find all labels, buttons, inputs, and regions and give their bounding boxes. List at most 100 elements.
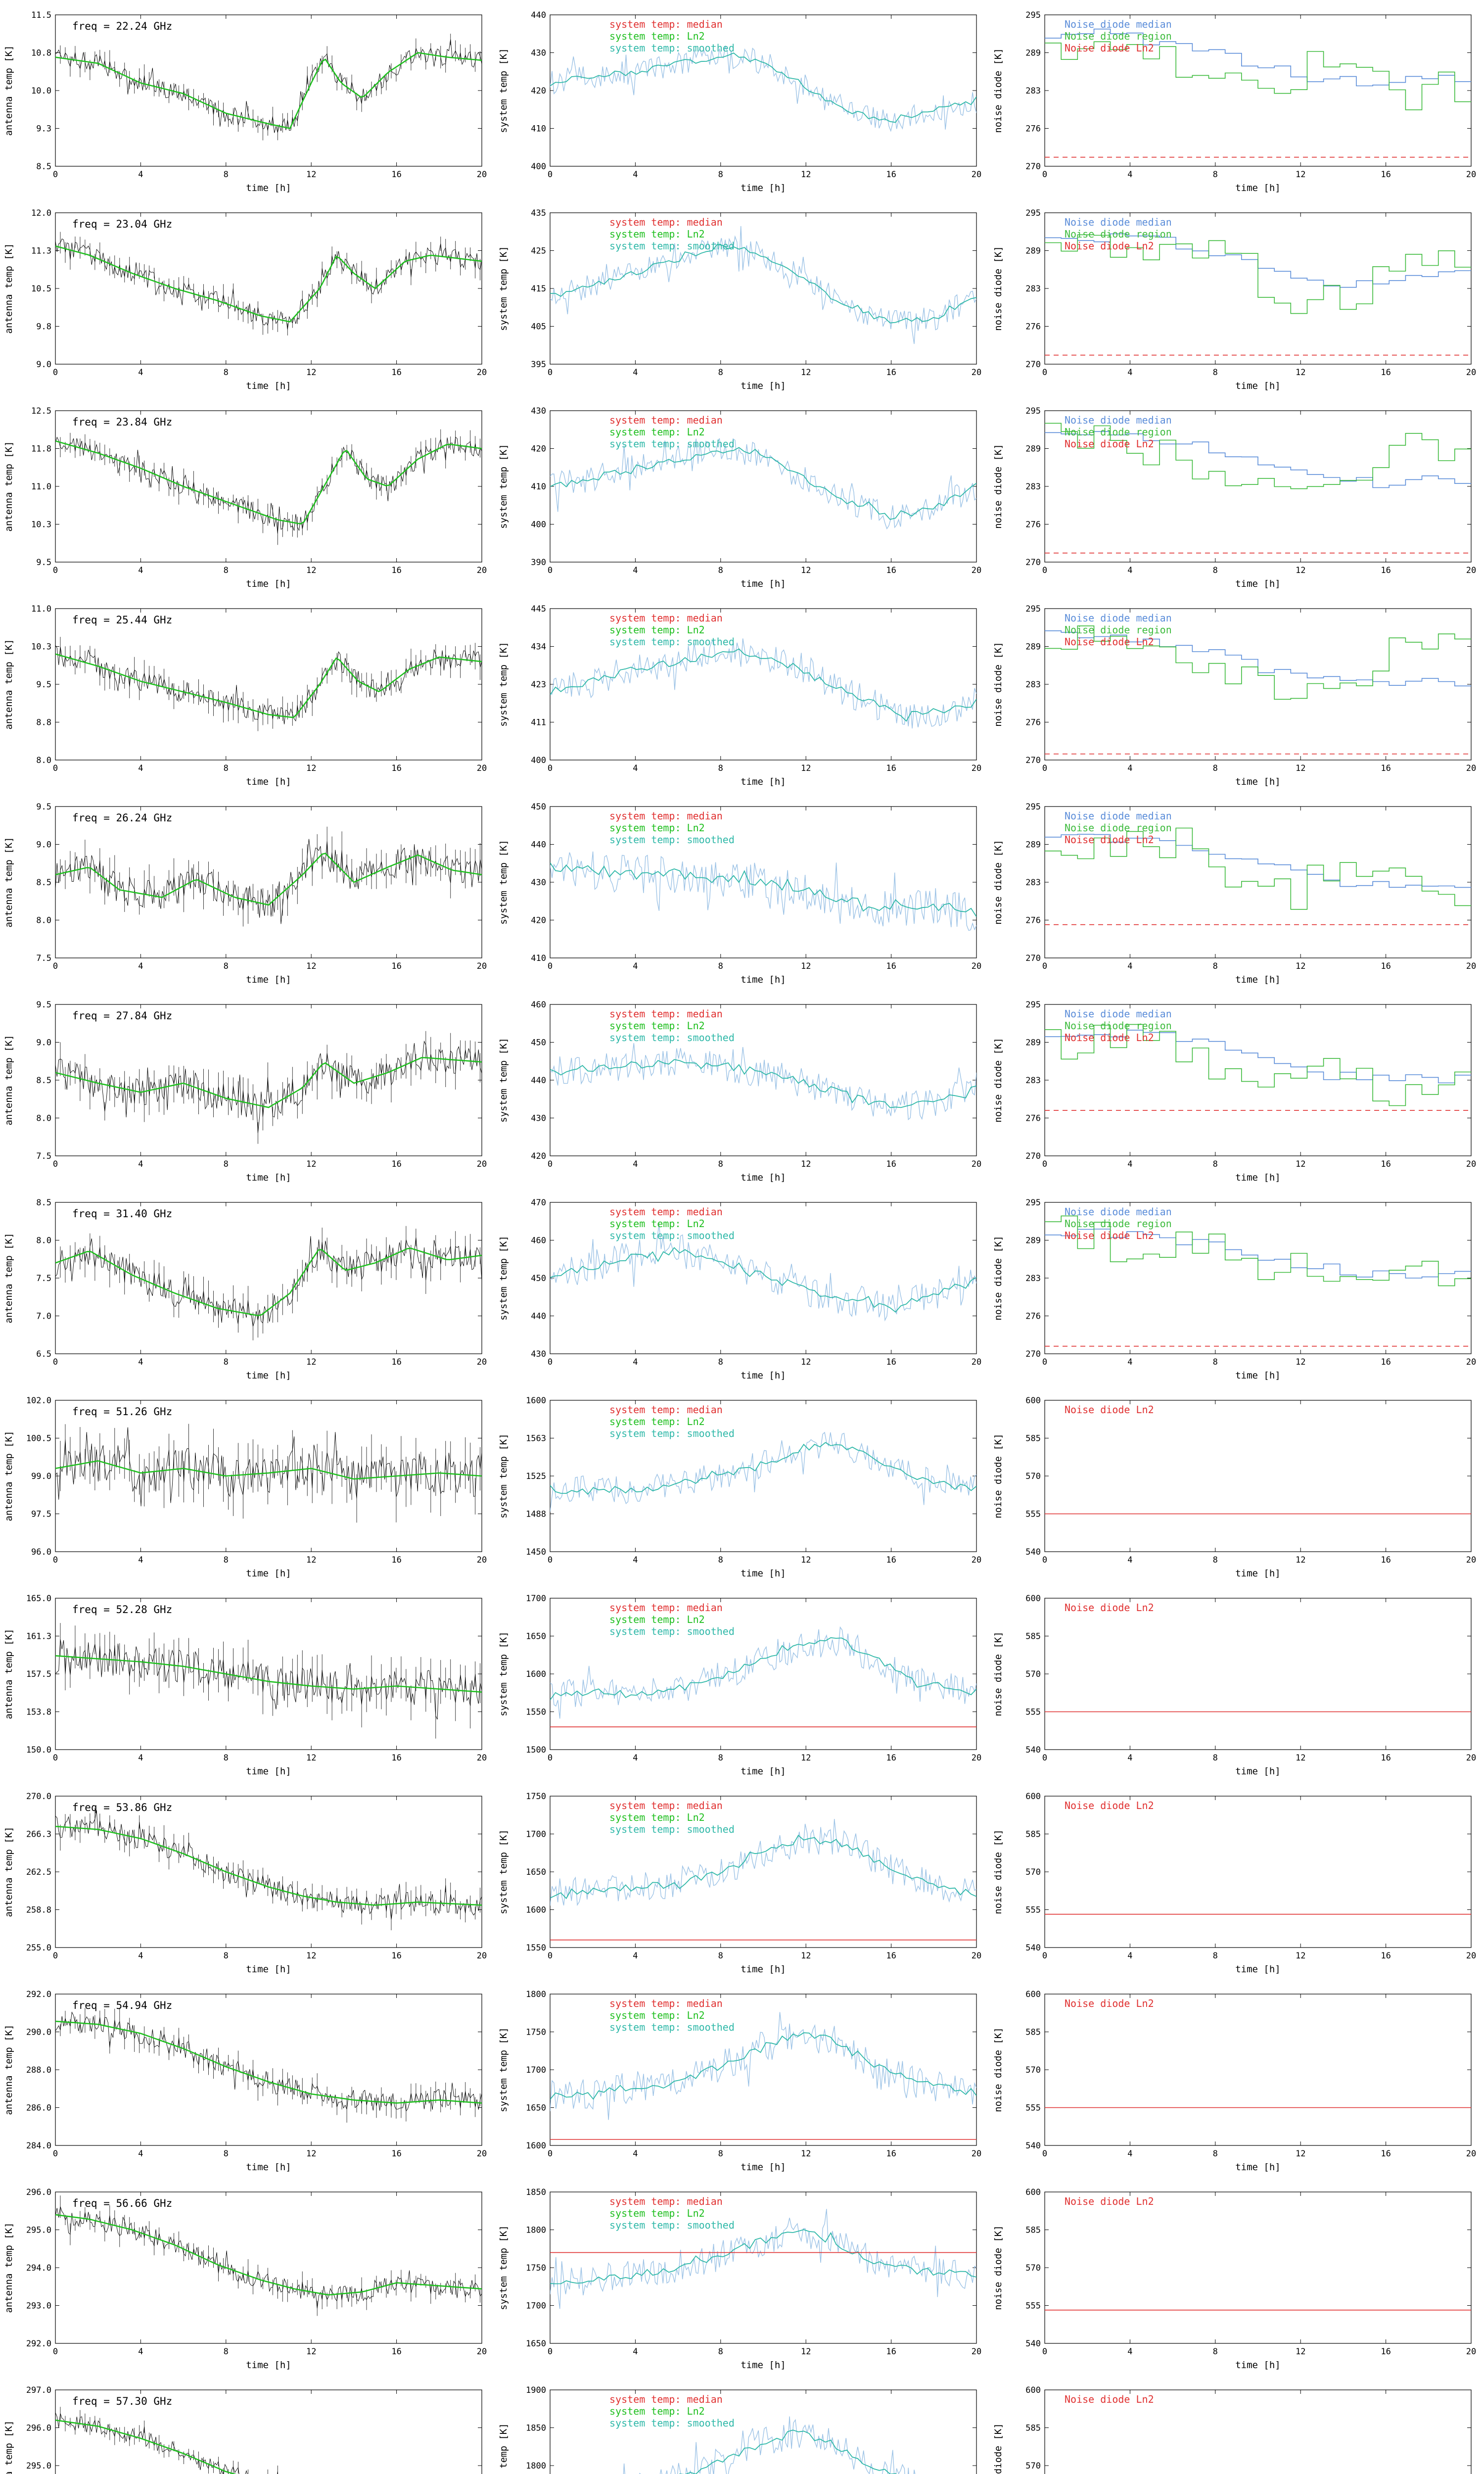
svg-text:1700: 1700 (526, 2301, 546, 2311)
svg-text:570: 570 (1025, 2461, 1041, 2471)
panel-row6-col3: 0 4 8 12 16 20 270 276 283 289 295 time [h] noise di… (989, 990, 1484, 1188)
svg-text:antenna temp [K]: antenna temp [K] (3, 837, 14, 927)
svg-text:system temp: median: system temp: median (609, 216, 723, 228)
svg-text:time [h]: time [h] (741, 578, 786, 589)
svg-text:276: 276 (1025, 718, 1041, 728)
svg-text:8: 8 (1213, 1753, 1218, 1763)
svg-text:Noise diode Ln2: Noise diode Ln2 (1065, 438, 1154, 450)
svg-text:20: 20 (1466, 1357, 1476, 1367)
svg-text:system temp: smoothed: system temp: smoothed (609, 1823, 735, 1835)
svg-text:295: 295 (1025, 802, 1041, 812)
panel-row9-col3: 0 4 8 12 16 20 540 555 570 585 600 time [h] noise di… (989, 1583, 1484, 1781)
svg-text:600: 600 (1025, 1990, 1041, 1999)
svg-text:1850: 1850 (526, 2424, 546, 2433)
svg-text:540: 540 (1025, 1943, 1041, 1953)
svg-text:283: 283 (1025, 86, 1041, 96)
svg-text:8: 8 (718, 368, 723, 378)
svg-text:283: 283 (1025, 878, 1041, 888)
svg-text:20: 20 (1466, 763, 1476, 773)
svg-text:600: 600 (1025, 1594, 1041, 1604)
svg-text:8: 8 (718, 1159, 723, 1169)
svg-text:12: 12 (306, 1159, 316, 1169)
svg-text:Noise diode region: Noise diode region (1065, 1218, 1172, 1230)
svg-text:276: 276 (1025, 916, 1041, 926)
svg-text:1600: 1600 (526, 2141, 546, 2151)
svg-text:1563: 1563 (526, 1434, 546, 1444)
svg-text:system temp: median: system temp: median (609, 1998, 723, 2009)
svg-text:antenna temp [K]: antenna temp [K] (3, 1628, 14, 1719)
svg-text:20: 20 (477, 170, 487, 180)
panel-row9-col1: 0 4 8 12 16 20 150.0 153.8 157.5 161.3 165.0 time [… (0, 1583, 495, 1781)
svg-text:16: 16 (1381, 1555, 1391, 1565)
svg-text:430: 430 (531, 878, 546, 888)
svg-text:12: 12 (1296, 1951, 1305, 1961)
svg-text:10.8: 10.8 (31, 48, 51, 58)
svg-text:system temp: Ln2: system temp: Ln2 (609, 1811, 705, 1823)
svg-text:0: 0 (548, 1357, 553, 1367)
svg-text:8: 8 (718, 1357, 723, 1367)
svg-text:time [h]: time [h] (246, 1172, 291, 1183)
chart-canvas: 0 4 8 12 16 20 1650 1700 1750 1800 1850 time [h] sys… (498, 2188, 981, 2371)
svg-text:4: 4 (633, 961, 638, 971)
svg-text:16: 16 (886, 566, 896, 575)
svg-text:8: 8 (1213, 1159, 1218, 1169)
svg-text:585: 585 (1025, 1830, 1041, 1840)
svg-text:9.5: 9.5 (36, 802, 51, 812)
svg-text:8: 8 (718, 1753, 723, 1763)
svg-text:585: 585 (1025, 1632, 1041, 1642)
svg-text:283: 283 (1025, 482, 1041, 492)
svg-text:276: 276 (1025, 322, 1041, 332)
panel-row7-col2: 0 4 8 12 16 20 430 440 450 460 470 time [h] system t… (495, 1188, 989, 1385)
svg-text:system temp [K]: system temp [K] (498, 1038, 509, 1123)
svg-text:12: 12 (306, 763, 316, 773)
svg-text:antenna temp [K]: antenna temp [K] (3, 45, 14, 136)
svg-text:555: 555 (1025, 2301, 1041, 2311)
svg-text:noise diode [K]: noise diode [K] (993, 1829, 1004, 1914)
svg-text:96.0: 96.0 (31, 1547, 51, 1557)
svg-text:4: 4 (138, 2149, 143, 2159)
svg-text:0: 0 (548, 2149, 553, 2159)
svg-text:8: 8 (718, 1555, 723, 1565)
svg-text:289: 289 (1025, 1038, 1041, 1048)
svg-text:system temp: smoothed: system temp: smoothed (609, 834, 735, 846)
svg-text:12: 12 (801, 566, 811, 575)
svg-text:12: 12 (306, 1753, 316, 1763)
svg-text:16: 16 (1381, 566, 1391, 575)
svg-text:7.5: 7.5 (36, 1151, 51, 1161)
svg-text:4: 4 (633, 1951, 638, 1961)
svg-text:555: 555 (1025, 1708, 1041, 1717)
svg-text:freq = 22.24 GHz: freq = 22.24 GHz (72, 20, 172, 32)
svg-text:8.5: 8.5 (36, 878, 51, 888)
svg-text:1750: 1750 (526, 1792, 546, 1802)
svg-text:12: 12 (801, 1753, 811, 1763)
svg-text:270: 270 (1025, 360, 1041, 370)
chart-canvas: 0 4 8 12 16 20 420 430 440 450 460 time [h] system t… (498, 1000, 981, 1183)
svg-text:20: 20 (477, 763, 487, 773)
panel-row10-col1: 0 4 8 12 16 20 255.0 258.8 262.5 266.3 270.0 time [… (0, 1781, 495, 1979)
svg-text:97.5: 97.5 (31, 1510, 51, 1520)
svg-text:system temp: Ln2: system temp: Ln2 (609, 2009, 705, 2021)
svg-text:0: 0 (548, 1555, 553, 1565)
svg-text:4: 4 (138, 2347, 143, 2357)
chart-canvas: 0 4 8 12 16 20 270 276 283 289 295 time [h] noise di… (993, 406, 1476, 589)
chart-canvas: 0 4 8 12 16 20 9.5 10.3 11.0 11.8 12.5 time [h] ante… (3, 406, 487, 589)
svg-text:system temp: median: system temp: median (609, 1008, 723, 1020)
svg-text:297.0: 297.0 (26, 2385, 51, 2395)
svg-text:12: 12 (801, 763, 811, 773)
svg-text:425: 425 (531, 246, 546, 256)
panel-row9-col2: 0 4 8 12 16 20 1500 1550 1600 1650 1700 time [h] sys… (495, 1583, 989, 1781)
svg-text:0: 0 (548, 2347, 553, 2357)
svg-text:16: 16 (886, 1753, 896, 1763)
svg-text:262.5: 262.5 (26, 1867, 51, 1877)
chart-canvas: 0 4 8 12 16 20 150.0 153.8 157.5 161.3 165.0 time [… (3, 1594, 487, 1777)
svg-text:freq = 53.86 GHz: freq = 53.86 GHz (72, 1802, 172, 1813)
svg-text:1488: 1488 (526, 1510, 546, 1520)
svg-text:102.0: 102.0 (26, 1396, 51, 1406)
svg-text:445: 445 (531, 604, 546, 614)
svg-text:450: 450 (531, 802, 546, 812)
svg-text:system temp [K]: system temp [K] (498, 1829, 509, 1914)
